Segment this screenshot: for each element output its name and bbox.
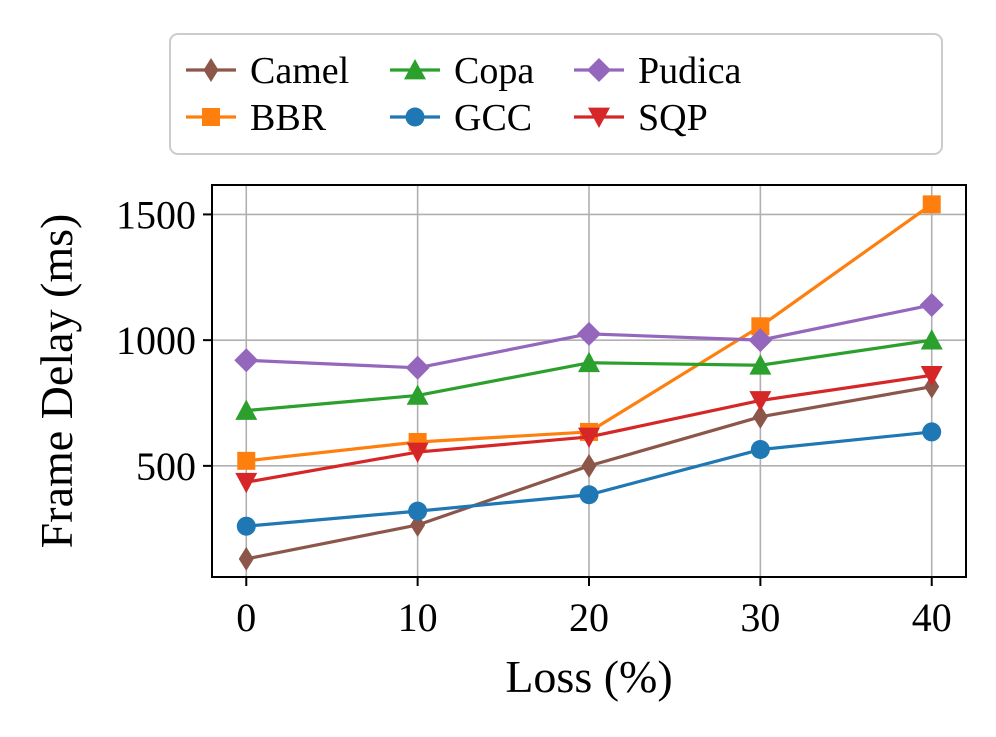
- x-tick-label: 20: [569, 595, 609, 640]
- legend-label: BBR: [250, 97, 327, 139]
- y-axis: 500 1000 1500: [116, 192, 212, 489]
- x-axis: 0 10 20 30 40: [236, 577, 952, 640]
- data-point-sqp: [920, 365, 943, 387]
- legend-item-camel: Camel: [186, 50, 349, 92]
- data-point-sqp: [749, 391, 772, 412]
- x-axis-label: Loss (%): [505, 651, 672, 702]
- series-sqp: [235, 365, 943, 494]
- data-point-camel: [581, 453, 597, 478]
- data-point-copa: [749, 354, 772, 375]
- data-point-bbr: [922, 195, 941, 214]
- data-point-pudica: [919, 292, 944, 317]
- series-pudica: [234, 292, 944, 380]
- data-point-camel: [238, 546, 254, 571]
- x-tick-label: 30: [740, 595, 780, 640]
- data-point-pudica: [405, 355, 430, 380]
- legend-item-copa: Copa: [390, 50, 534, 92]
- legend-label: GCC: [454, 97, 532, 139]
- data-point-bbr: [237, 451, 256, 470]
- x-tick-label: 0: [236, 595, 256, 640]
- series-gcc: [236, 422, 942, 536]
- data-point-gcc: [922, 422, 942, 442]
- series-layer: [234, 195, 944, 571]
- data-point-bbr: [751, 317, 770, 336]
- legend-frame: [169, 33, 943, 155]
- legend-marker: [405, 107, 425, 127]
- data-point-gcc: [236, 516, 256, 536]
- data-point-pudica: [234, 348, 259, 373]
- data-point-sqp: [578, 427, 600, 448]
- legend-label: Copa: [454, 50, 534, 92]
- data-point-copa: [406, 384, 429, 405]
- data-point-copa: [920, 329, 943, 350]
- y-tick-label: 1500: [116, 192, 196, 237]
- legend: Camel BBR Copa GCC Pudica SQP: [169, 33, 943, 155]
- x-tick-label: 10: [398, 595, 438, 640]
- data-point-pudica: [577, 321, 601, 346]
- legend-marker: [203, 58, 219, 82]
- data-point-copa: [578, 351, 600, 373]
- data-point-gcc: [579, 485, 599, 505]
- data-point-gcc: [750, 440, 770, 460]
- legend-marker: [404, 59, 426, 80]
- legend-item-bbr: BBR: [186, 97, 327, 139]
- legend-item-sqp: SQP: [574, 97, 708, 139]
- legend-item-gcc: GCC: [390, 97, 532, 139]
- series-copa: [235, 329, 943, 420]
- y-axis-label: Frame Delay (ms): [31, 214, 82, 549]
- legend-marker: [202, 108, 220, 126]
- legend-marker: [588, 107, 610, 128]
- x-tick-label: 40: [912, 595, 952, 640]
- legend-item-pudica: Pudica: [574, 50, 742, 92]
- data-point-gcc: [408, 501, 428, 521]
- data-point-pudica: [748, 328, 773, 353]
- data-point-sqp: [406, 442, 429, 464]
- data-point-copa: [235, 399, 258, 420]
- legend-marker: [587, 58, 611, 82]
- data-point-sqp: [235, 472, 258, 494]
- data-point-camel: [924, 374, 940, 399]
- y-tick-label: 500: [136, 444, 196, 489]
- legend-label: SQP: [638, 97, 708, 139]
- legend-label: Camel: [250, 50, 349, 92]
- data-point-camel: [752, 404, 768, 429]
- y-tick-label: 1000: [116, 318, 196, 363]
- legend-label: Pudica: [638, 50, 742, 92]
